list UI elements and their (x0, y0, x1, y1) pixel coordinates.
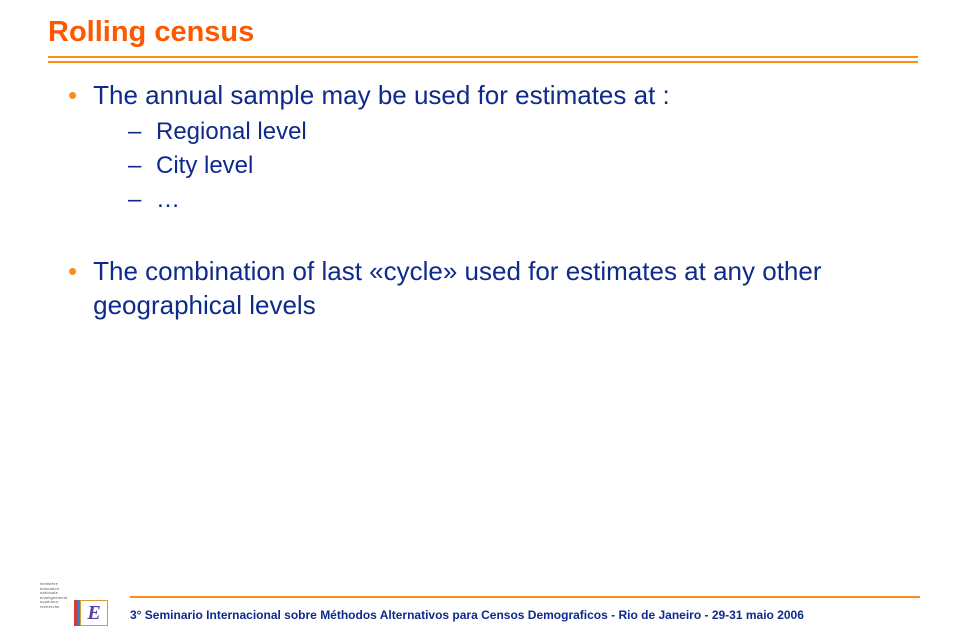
dash-icon: – (128, 184, 142, 216)
logo-e-icon: E (80, 600, 108, 626)
footer-divider (130, 596, 920, 598)
sub-bullet-3: – … (128, 184, 920, 216)
footer-text: 3° Seminario Internacional sobre Méthodo… (130, 608, 804, 622)
ministry-logo: ministère éducation nationale enseigneme… (40, 582, 108, 626)
slide-title: Rolling census (48, 16, 254, 49)
bullet-dot-icon: • (68, 254, 77, 288)
bullet-2: • The combination of last «cycle» used f… (68, 254, 920, 322)
underline-bottom (48, 61, 918, 63)
dash-icon: – (128, 150, 142, 182)
spacer (68, 218, 920, 254)
title-underline (48, 56, 918, 66)
bullet-dot-icon: • (68, 78, 77, 112)
sub-list-1: – Regional level – City level – … (128, 116, 920, 216)
sub-bullet-3-text: … (156, 184, 180, 216)
sub-bullet-1: – Regional level (128, 116, 920, 148)
content-area: • The annual sample may be used for esti… (68, 78, 920, 326)
slide: Rolling census • The annual sample may b… (0, 0, 960, 640)
bullet-2-text: The combination of last «cycle» used for… (93, 254, 920, 322)
sub-bullet-1-text: Regional level (156, 116, 307, 148)
sub-bullet-2: – City level (128, 150, 920, 182)
bullet-1-text: The annual sample may be used for estima… (93, 78, 670, 112)
bullet-1: • The annual sample may be used for esti… (68, 78, 920, 112)
underline-top (48, 56, 918, 58)
sub-bullet-2-text: City level (156, 150, 253, 182)
dash-icon: – (128, 116, 142, 148)
